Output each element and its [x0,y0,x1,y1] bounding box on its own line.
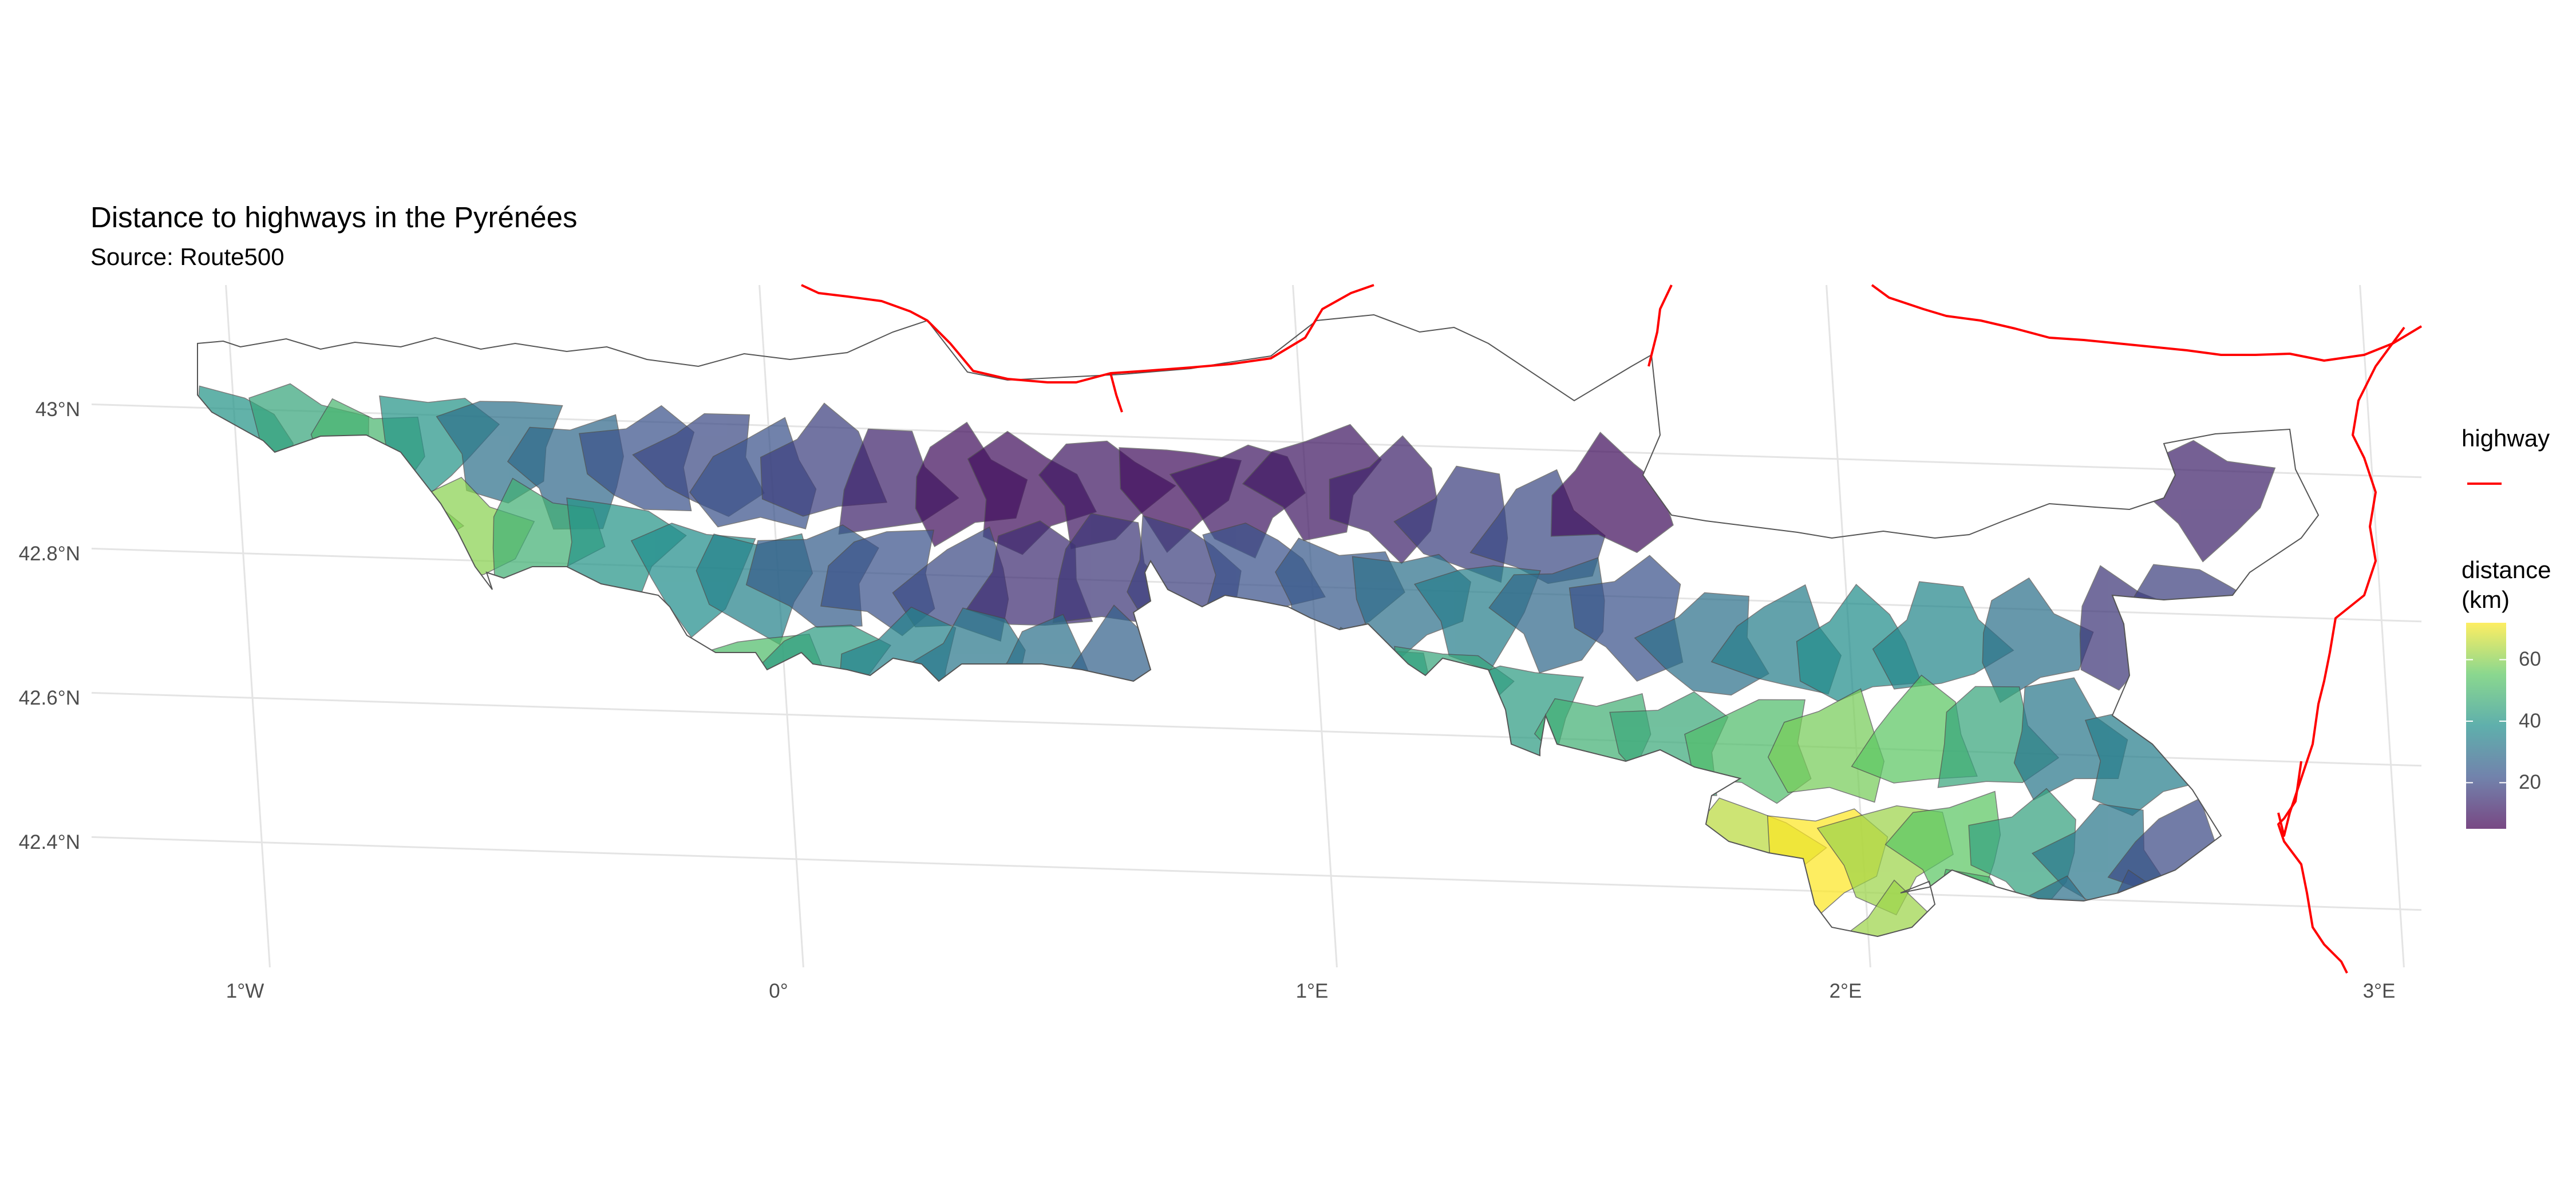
lat-label-42-4: 42.4°N [18,831,80,853]
region [1066,604,1184,723]
graticule-lon-line [2359,284,2405,968]
legend-colorbar [2466,623,2506,829]
legend-tick-40: 40 [2519,709,2541,732]
legend-distance-title: distance (km) [2462,556,2551,613]
range-outline [197,314,2320,938]
highway-north-east [1871,284,2423,362]
lon-label-0: 0° [769,980,788,1002]
highway-layer [801,284,2423,974]
legend-tick-60: 60 [2519,648,2541,671]
lon-label-3e: 3°E [2362,980,2396,1002]
legend-colorbar-ticks [2466,659,2506,784]
graticule-lon-line [225,284,271,968]
lon-label-2e: 2°E [1829,980,1862,1002]
highway-north-central [1647,284,1673,367]
map-subtitle: Source: Route500 [90,243,285,270]
region [1394,646,1515,757]
lat-label-43: 43°N [35,398,80,421]
lat-label-42-6: 42.6°N [18,687,80,709]
highway-coastal-south [2277,812,2285,836]
lon-label-1w: 1°W [226,980,264,1002]
highway-coastal-south-2 [2277,761,2348,974]
lat-label-42-8: 42.8°N [18,543,80,565]
highway-coastal [2281,326,2405,837]
region [1767,688,1884,803]
map-title: Distance to highways in the Pyrénées [90,201,578,234]
region [1147,600,1283,709]
legend-tick-20: 20 [2519,771,2541,794]
legend-highway-title: highway [2462,425,2550,452]
graticule-lon-line [1292,284,1338,968]
highway-spur-1 [1109,373,1123,413]
region [244,383,369,489]
region [2101,869,2219,936]
region-layer [197,383,2276,936]
region [2084,710,2211,816]
region [2130,564,2270,675]
region [2151,440,2276,563]
highway-north-west [801,284,1374,383]
lon-label-1e: 1°E [1295,980,1329,1002]
